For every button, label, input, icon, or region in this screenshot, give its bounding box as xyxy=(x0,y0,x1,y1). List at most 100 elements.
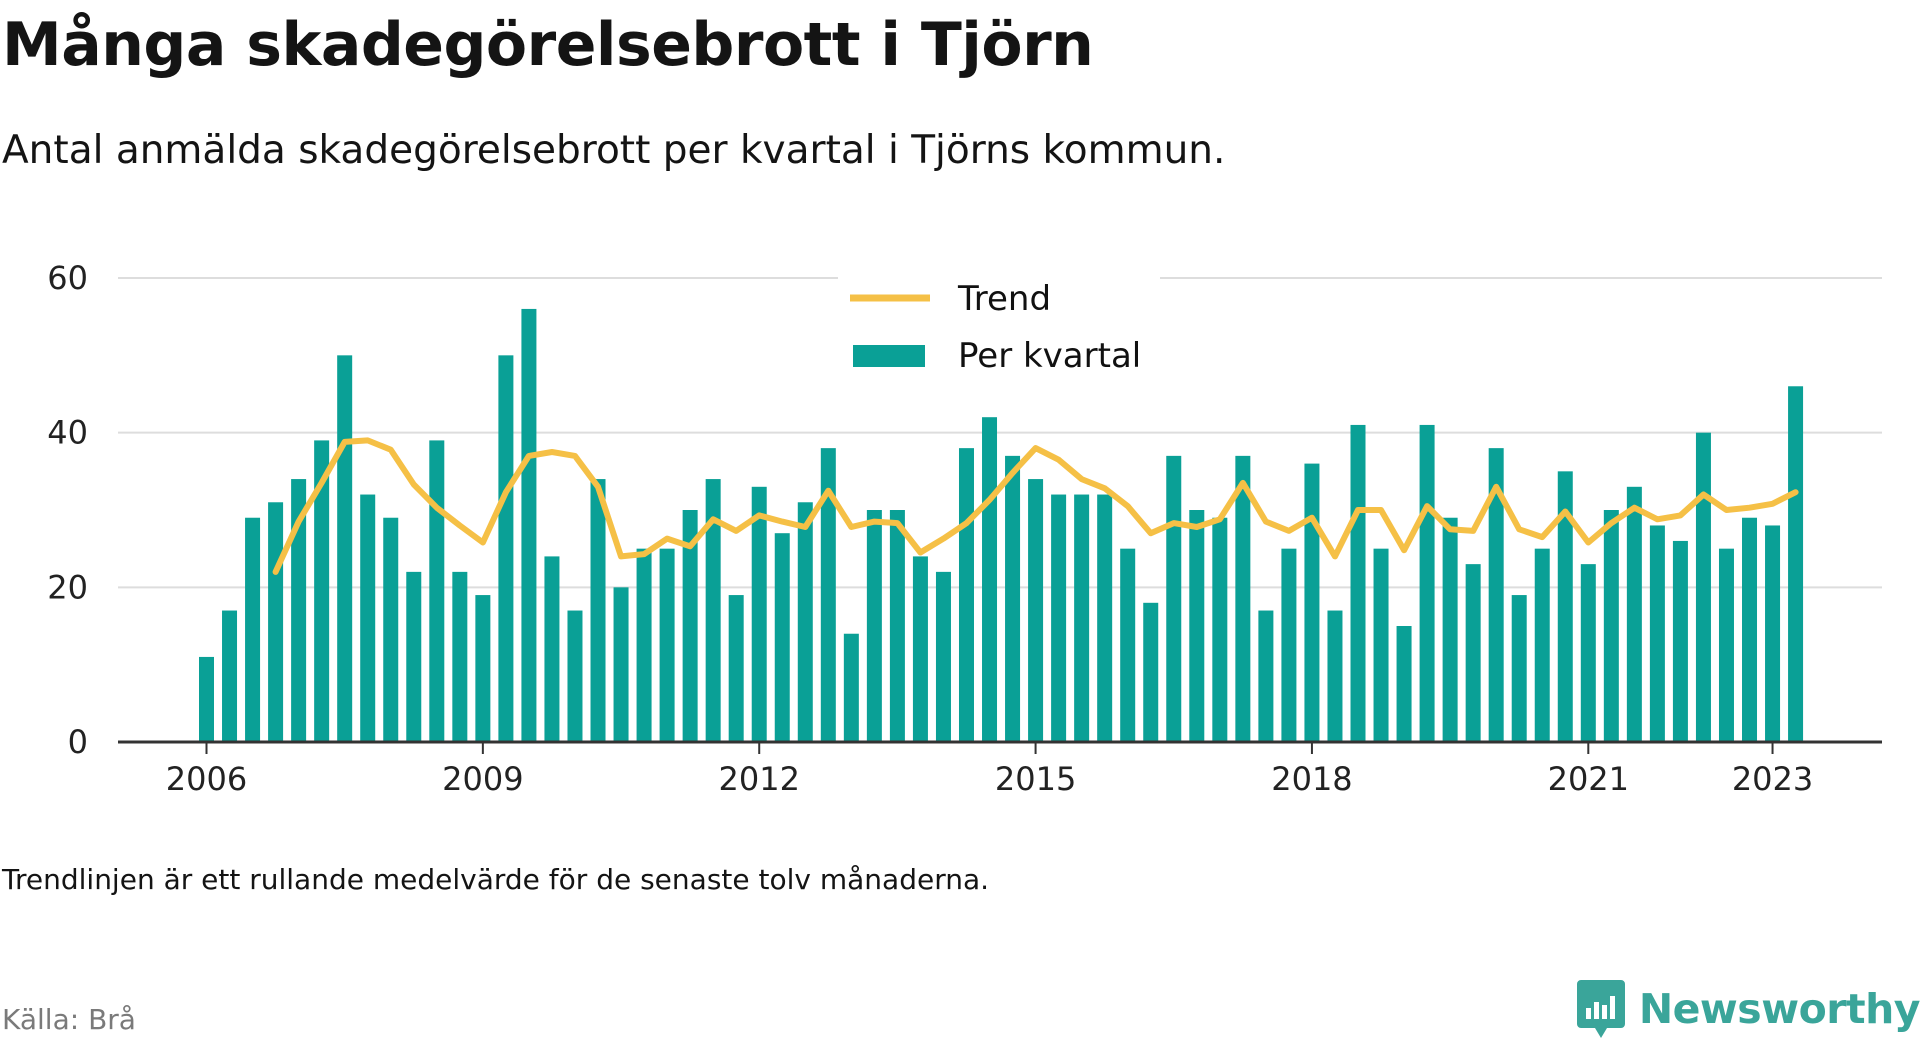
bar xyxy=(1097,494,1113,742)
bar xyxy=(958,448,974,742)
x-tick-label: 2009 xyxy=(442,760,523,798)
bar xyxy=(705,479,721,742)
bar xyxy=(337,355,353,742)
bar xyxy=(613,587,629,742)
x-tick-label: 2015 xyxy=(995,760,1076,798)
bar xyxy=(498,355,514,742)
bar xyxy=(1419,424,1435,742)
legend-bar-label: Per kvartal xyxy=(958,336,1141,376)
bar xyxy=(1695,432,1711,742)
bar xyxy=(1074,494,1090,742)
x-tick-label: 2018 xyxy=(1271,760,1352,798)
chart-subtitle: Antal anmälda skadegörelsebrott per kvar… xyxy=(2,128,1226,173)
legend-bar-swatch xyxy=(853,345,925,367)
bar xyxy=(1327,610,1343,742)
source-label: Källa: Brå xyxy=(2,1003,136,1036)
bar xyxy=(774,533,790,742)
bar xyxy=(544,556,560,742)
bar xyxy=(475,595,491,742)
bar xyxy=(1304,463,1320,742)
bar xyxy=(1166,455,1182,742)
bar xyxy=(1120,548,1136,742)
bar xyxy=(1350,424,1366,742)
bar xyxy=(1626,486,1642,742)
bar xyxy=(268,502,284,742)
bar xyxy=(889,510,905,742)
bar xyxy=(728,595,744,742)
x-tick-label: 2021 xyxy=(1548,760,1629,798)
x-tick-label: 2012 xyxy=(719,760,800,798)
bar xyxy=(1603,510,1619,742)
logo-bar-3 xyxy=(1601,1005,1607,1019)
bar xyxy=(1189,510,1205,742)
logo-bar-2 xyxy=(1593,1002,1599,1019)
bar xyxy=(521,308,537,742)
legend-trend-label: Trend xyxy=(957,279,1051,319)
x-axis-ticks: 2006 2009 2012 2015 2018 2021 2023 xyxy=(166,742,1813,798)
bar xyxy=(1212,517,1228,742)
bar xyxy=(797,502,813,742)
brand-logo[interactable]: Newsworthy xyxy=(1576,980,1920,1038)
bar xyxy=(383,517,399,742)
bar xyxy=(1028,479,1044,742)
bar xyxy=(222,610,238,742)
logo-bar-4 xyxy=(1609,996,1615,1019)
x-tick-label: 2023 xyxy=(1732,760,1813,798)
bar xyxy=(1051,494,1067,742)
bar xyxy=(1373,548,1389,742)
bar xyxy=(1557,471,1573,742)
bar xyxy=(590,479,606,742)
bar xyxy=(636,548,652,742)
bar xyxy=(1672,540,1688,742)
chart-title: Många skadegörelsebrott i Tjörn xyxy=(2,10,1094,80)
bar xyxy=(1235,455,1251,742)
logo-bar-1 xyxy=(1585,1008,1591,1019)
bar xyxy=(1511,595,1527,742)
bar xyxy=(1442,517,1458,742)
bar xyxy=(1488,448,1504,742)
bar xyxy=(199,656,214,742)
y-tick-label: 40 xyxy=(47,414,88,452)
bar xyxy=(843,633,859,742)
bar xyxy=(751,486,767,742)
bar xyxy=(1649,525,1665,742)
bar xyxy=(429,440,445,742)
bar xyxy=(452,571,468,742)
bar xyxy=(912,556,928,742)
bar xyxy=(1143,602,1159,742)
y-tick-label: 60 xyxy=(47,259,88,297)
bar xyxy=(245,517,261,742)
bar xyxy=(291,479,307,742)
bar xyxy=(406,571,422,742)
bar xyxy=(982,417,998,742)
legend-background xyxy=(838,270,1160,392)
y-tick-label: 20 xyxy=(47,568,88,606)
bar xyxy=(1258,610,1274,742)
bar xyxy=(866,510,882,742)
bar xyxy=(360,494,376,742)
footnote: Trendlinjen är ett rullande medelvärde f… xyxy=(2,863,990,896)
brand-name: Newsworthy xyxy=(1638,985,1920,1033)
bar xyxy=(1765,525,1781,742)
chart: 0 20 40 60 2006 2009 2012 2015 2018 2021 2023 Tre… xyxy=(47,259,1882,798)
bar xyxy=(1534,548,1550,742)
bar xyxy=(1580,564,1596,742)
bar-series-per-kvartal xyxy=(199,308,1804,742)
y-axis-ticks: 0 20 40 60 xyxy=(47,259,88,761)
newsworthy-logo-icon xyxy=(1576,980,1625,1038)
trend-line xyxy=(272,437,1799,575)
bar xyxy=(314,440,330,742)
y-tick-label: 0 xyxy=(68,723,88,761)
x-tick-label: 2006 xyxy=(166,760,247,798)
bar xyxy=(1742,517,1758,742)
bar xyxy=(659,548,675,742)
bar xyxy=(1465,564,1481,742)
bar xyxy=(820,448,836,742)
logo-bubble-shape xyxy=(1576,980,1625,1038)
bar xyxy=(682,510,698,742)
legend: Trend Per kvartal xyxy=(838,270,1160,392)
bar xyxy=(567,610,583,742)
bar xyxy=(1788,386,1804,742)
bar xyxy=(1718,548,1734,742)
bar xyxy=(935,571,951,742)
